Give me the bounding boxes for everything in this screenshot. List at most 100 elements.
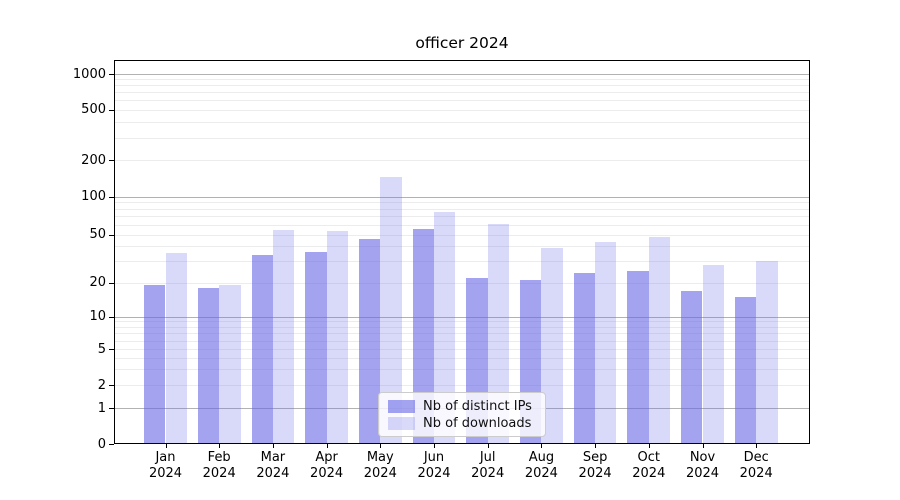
- bar-distinct-ips: [573, 272, 596, 444]
- legend-swatch-downloads: [388, 416, 415, 430]
- y-tick-mark: [109, 160, 114, 161]
- x-tick-mark: [648, 444, 650, 448]
- legend-item-distinct-ips: Nb of distinct IPs: [388, 398, 537, 414]
- x-tick-mark: [541, 444, 543, 448]
- bar-downloads: [541, 247, 563, 444]
- y-tick-label: 200: [81, 152, 106, 168]
- y-tick-mark: [109, 74, 114, 75]
- bar-distinct-ips: [251, 254, 273, 444]
- x-tick-mark: [487, 444, 489, 448]
- gridline-minor: [114, 349, 810, 350]
- bar-downloads: [487, 223, 510, 444]
- x-tick-mark: [219, 444, 221, 448]
- bar-distinct-ips: [305, 251, 327, 444]
- bar-downloads: [272, 230, 295, 444]
- bar-downloads: [756, 261, 778, 444]
- gridline-minor: [114, 385, 810, 386]
- plot-area: [114, 60, 810, 444]
- y-tick-mark: [109, 385, 114, 386]
- gridline-minor: [114, 109, 810, 111]
- bar-downloads: [165, 253, 187, 444]
- y-tick-mark: [109, 349, 114, 350]
- gridline-minor: [114, 216, 810, 218]
- bar-distinct-ips: [197, 287, 220, 444]
- bar-downloads: [648, 236, 671, 444]
- x-tick-label: Oct 2024: [632, 450, 666, 481]
- gridline-minor: [114, 160, 810, 161]
- gridline-minor: [114, 369, 810, 371]
- y-tick-label: 1: [97, 400, 106, 416]
- bar-downloads: [702, 264, 724, 444]
- y-tick-label: 50: [89, 227, 106, 242]
- gridline-minor: [114, 357, 810, 359]
- y-tick-label: 5: [97, 341, 106, 357]
- legend: Nb of distinct IPs Nb of downloads: [378, 392, 546, 437]
- legend-label-distinct-ips: Nb of distinct IPs: [423, 398, 532, 414]
- y-tick-mark: [109, 196, 114, 198]
- x-tick-label: Feb 2024: [202, 450, 236, 481]
- x-tick-label: Nov 2024: [685, 450, 720, 481]
- legend-item-downloads: Nb of downloads: [388, 415, 537, 431]
- bar-downloads: [434, 212, 456, 444]
- y-tick-label: 100: [81, 189, 106, 204]
- bar-distinct-ips: [412, 229, 434, 444]
- y-tick-label: 2: [97, 377, 106, 393]
- gridline-minor: [114, 92, 810, 94]
- y-tick-label: 1000: [72, 66, 106, 82]
- x-tick-label: Jul 2024: [471, 450, 505, 481]
- gridline-minor: [114, 79, 810, 81]
- x-tick-label: Mar 2024: [256, 450, 290, 481]
- chart-title: officer 2024: [415, 34, 509, 52]
- y-tick-label: 10: [89, 309, 106, 324]
- gridline-minor: [114, 121, 810, 123]
- y-tick-mark: [109, 408, 114, 409]
- bar-distinct-ips: [144, 285, 166, 444]
- gridline-minor: [114, 100, 810, 102]
- gridline-minor: [114, 208, 810, 210]
- gridline-minor: [114, 340, 810, 342]
- y-tick-mark: [109, 234, 114, 236]
- gridline-minor: [114, 261, 810, 263]
- gridline-minor: [114, 85, 810, 87]
- x-tick-label: Dec 2024: [739, 450, 773, 481]
- gridline-minor: [114, 246, 810, 248]
- gridline-minor: [114, 234, 810, 236]
- bar-distinct-ips: [358, 238, 381, 444]
- bar-downloads: [326, 231, 348, 444]
- y-tick-label: 20: [89, 275, 106, 290]
- bar-distinct-ips: [734, 296, 757, 444]
- gridline-major: [114, 316, 810, 318]
- y-tick-mark: [109, 109, 114, 111]
- y-tick-mark: [109, 316, 114, 318]
- y-tick-label: 0: [97, 436, 106, 452]
- gridline-minor: [114, 321, 810, 323]
- gridline-minor: [114, 333, 810, 335]
- x-tick-mark: [595, 444, 597, 448]
- x-tick-mark: [380, 444, 382, 448]
- bar-downloads: [380, 176, 402, 444]
- x-tick-label: Jun 2024: [417, 450, 451, 481]
- x-tick-mark: [702, 444, 704, 448]
- gridline-major: [114, 196, 810, 198]
- y-tick-mark: [109, 282, 114, 284]
- gridline-minor: [114, 327, 810, 328]
- x-tick-mark: [272, 444, 274, 448]
- legend-label-downloads: Nb of downloads: [423, 415, 532, 431]
- gridline-minor: [114, 202, 810, 204]
- gridline-minor: [114, 137, 810, 139]
- gridline-minor: [114, 282, 810, 284]
- x-tick-mark: [326, 444, 328, 448]
- gridline-major: [114, 74, 810, 75]
- x-tick-mark: [434, 444, 435, 448]
- bar-distinct-ips: [627, 270, 649, 444]
- bar-downloads: [219, 285, 241, 444]
- x-tick-label: Apr 2024: [310, 450, 344, 481]
- x-tick-label: Sep 2024: [578, 450, 612, 481]
- x-tick-label: Jan 2024: [148, 450, 183, 481]
- x-tick-mark: [756, 444, 758, 448]
- x-tick-label: Aug 2024: [524, 450, 558, 481]
- y-tick-label: 500: [81, 102, 106, 117]
- x-tick-label: May 2024: [363, 450, 397, 481]
- gridline-minor: [114, 224, 810, 226]
